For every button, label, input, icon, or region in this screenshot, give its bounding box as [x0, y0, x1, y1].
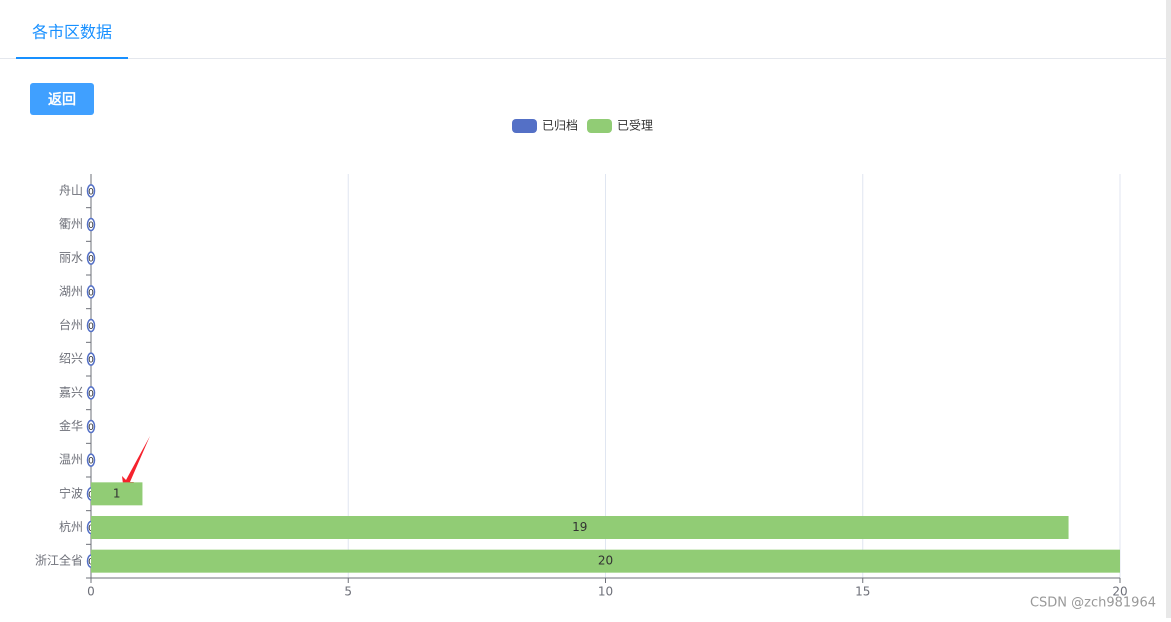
data-label-bg — [86, 184, 96, 198]
y-tick-label: 浙江全省 — [35, 553, 83, 568]
data-label-bg — [86, 419, 96, 434]
bar — [91, 516, 1069, 539]
y-tick-label: 杭州 — [59, 519, 83, 534]
x-tick-label: 10 — [598, 585, 613, 599]
data-label: 0 — [88, 457, 94, 467]
annotation-arrow — [122, 436, 150, 492]
data-label-bg — [86, 318, 96, 333]
y-tick-label: 温州 — [59, 453, 83, 467]
y-tick-label: 嘉兴 — [59, 385, 83, 399]
data-label-bg — [86, 453, 96, 467]
legend-label: 已归档 — [542, 119, 578, 133]
back-button[interactable] — [30, 83, 94, 115]
x-tick-label: 20 — [1112, 585, 1127, 599]
data-label-bg — [86, 352, 96, 366]
data-label-bg — [86, 217, 96, 232]
watermark: CSDN @zch981964 — [1030, 596, 1156, 611]
back-button-label[interactable]: 返回 — [48, 91, 76, 108]
legend-label: 已受理 — [617, 119, 653, 133]
tab[interactable]: 各市区数据 — [32, 23, 112, 42]
bar — [91, 549, 1120, 573]
scrollbar — [1166, 0, 1171, 618]
data-label: 0 — [88, 389, 94, 399]
y-tick-label: 衢州 — [59, 217, 83, 231]
data-label: 1 — [113, 486, 121, 500]
y-tick-label: 金华 — [59, 418, 83, 433]
tab-underline — [16, 57, 128, 59]
x-tick-label: 15 — [855, 585, 870, 599]
data-label: 19 — [572, 520, 587, 534]
y-tick-label: 舟山 — [59, 183, 83, 197]
x-tick-label: 0 — [87, 585, 95, 599]
data-label: 0 — [88, 187, 94, 197]
y-tick-label: 台州 — [59, 317, 83, 332]
data-label-bg — [86, 285, 96, 299]
x-tick-label: 5 — [344, 585, 352, 599]
y-tick-label: 绍兴 — [59, 352, 83, 366]
data-label: 0 — [88, 423, 94, 433]
y-tick-label: 宁波 — [59, 485, 83, 500]
data-label: 0 — [88, 288, 94, 298]
bar — [91, 482, 143, 506]
data-label: 0 — [88, 255, 94, 265]
y-tick-label: 丽水 — [59, 251, 83, 265]
data-label-bg — [86, 386, 96, 400]
data-label: 0 — [88, 356, 94, 366]
legend-swatch — [512, 119, 537, 133]
y-tick-label: 湖州 — [59, 283, 83, 298]
data-label: 0 — [88, 221, 94, 231]
legend-swatch — [587, 119, 612, 133]
data-label: 20 — [598, 554, 613, 568]
data-label: 0 — [88, 322, 94, 332]
data-label-bg — [86, 251, 96, 265]
